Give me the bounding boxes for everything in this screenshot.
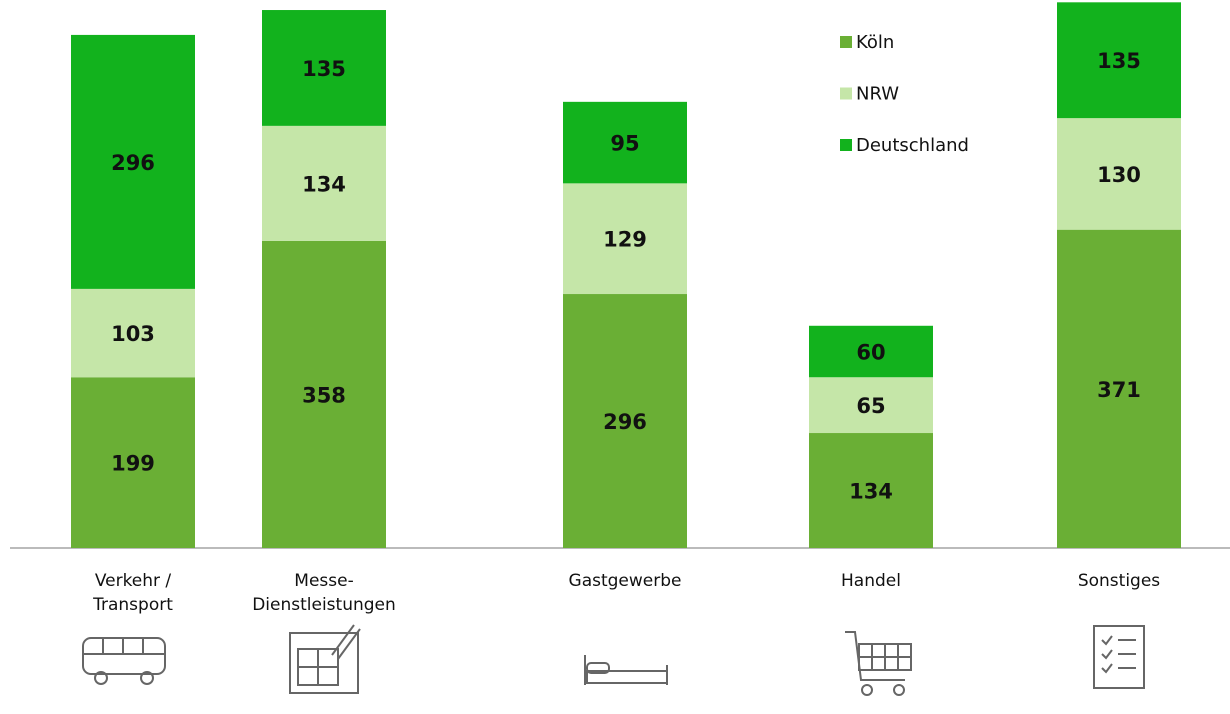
x-tick-label: Messe- (294, 571, 353, 591)
data-label: 130 (1097, 163, 1141, 187)
data-label: 103 (111, 322, 155, 346)
data-label: 95 (610, 132, 639, 156)
data-label: 135 (302, 57, 346, 81)
x-tick-label: Handel (841, 571, 901, 591)
legend-swatch (840, 139, 852, 151)
data-label: 371 (1097, 378, 1141, 402)
data-label: 199 (111, 452, 155, 476)
legend-label: NRW (856, 84, 899, 105)
bar-segment (262, 240, 386, 548)
icon-checklist (1093, 625, 1145, 689)
icon-bed (584, 655, 668, 685)
data-label: 134 (302, 172, 346, 196)
bar-segment (262, 10, 386, 126)
data-label: 134 (849, 480, 893, 504)
bar-segment (1057, 229, 1181, 548)
data-label: 129 (603, 228, 647, 252)
x-tick-label: Gastgewerbe (569, 571, 682, 591)
icon-bus (82, 637, 166, 685)
bar-segment (809, 377, 933, 434)
legend-label: Köln (856, 32, 894, 53)
bar-segment (563, 183, 687, 295)
bar-segment (262, 125, 386, 241)
legend-label: Deutschland (856, 135, 969, 156)
x-tick-label: Transport (92, 595, 173, 615)
bar-segment (1057, 118, 1181, 230)
bar-segment (809, 325, 933, 378)
data-label: 296 (111, 151, 155, 175)
bar-segment (563, 101, 687, 184)
x-tick-label: Sonstiges (1078, 571, 1160, 591)
bar-segment (563, 294, 687, 548)
data-label: 358 (302, 383, 346, 407)
bar-segment (71, 377, 195, 548)
bar-segment (1057, 2, 1181, 119)
data-label: 135 (1097, 49, 1141, 73)
legend-swatch (840, 87, 852, 100)
x-tick-label: Verkehr / (95, 571, 172, 591)
bar-segment (71, 34, 195, 289)
icon-cart (845, 631, 912, 696)
icon-plan (289, 624, 361, 694)
bar-segment (71, 288, 195, 378)
data-label: 296 (603, 410, 647, 434)
data-label: 65 (856, 394, 885, 418)
legend-swatch (840, 36, 852, 48)
data-label: 60 (856, 341, 885, 365)
x-tick-label: Dienstleistungen (252, 595, 396, 615)
bar-segment (809, 433, 933, 548)
